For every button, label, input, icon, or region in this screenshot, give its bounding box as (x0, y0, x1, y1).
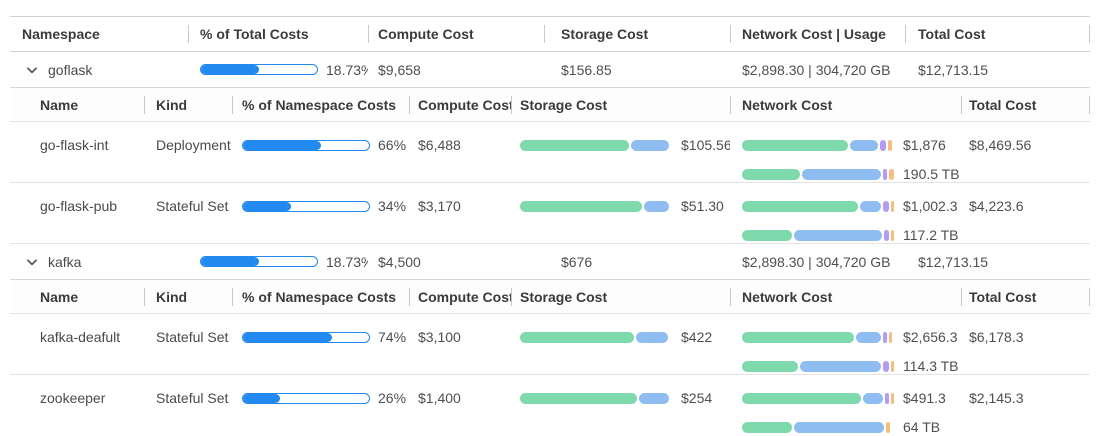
compute-cost-value: $3,170 (418, 198, 461, 214)
col-network-cost-usage: Network Cost | Usage (730, 17, 905, 51)
cost-table: Namespace % of Total Costs Compute Cost … (10, 16, 1090, 436)
network-cost-usage-value: $2,898.30 | 304,720 GB (742, 61, 891, 78)
storage-cost-value: $676 (561, 253, 593, 270)
workload-row[interactable]: zookeeper Stateful Set 26% $1,400 $254 $… (10, 375, 1090, 436)
col-pct-namespace-costs: % of Namespace Costs (232, 280, 409, 313)
storage-cost-value: $105.56 (681, 137, 730, 153)
storage-cost-bar (520, 392, 672, 404)
network-cost-bar (742, 200, 894, 212)
namespace-name: kafka (48, 253, 82, 270)
compute-cost-value: $9,658 (378, 61, 421, 78)
col-network-cost: Network Cost (730, 280, 961, 313)
namespace-row[interactable]: kafka 18.73% $4,500 $676 $2,898.30 | 304… (10, 244, 1090, 280)
total-cost-value: $12,713.15 (918, 61, 989, 78)
network-cost-usage-value: $2,898.30 | 304,720 GB (742, 253, 891, 270)
col-namespace: Namespace (22, 26, 100, 42)
compute-cost-value: $3,100 (418, 329, 461, 345)
total-cost-value: $4,223.6 (969, 198, 1024, 214)
workload-name: zookeeper (40, 390, 106, 406)
col-network-cost: Network Cost (730, 88, 961, 121)
network-cost-value: $491.3 (903, 390, 946, 406)
col-total-cost: Total Cost (961, 88, 1090, 121)
network-cost-value: $1,002.3 (903, 198, 958, 214)
network-cost-bar (742, 331, 894, 343)
col-name: Name (40, 96, 79, 113)
network-usage-bar (742, 421, 894, 433)
pct-namespace-bar (242, 200, 370, 212)
workload-kind: Stateful Set (156, 198, 229, 214)
workload-kind: Stateful Set (156, 329, 229, 345)
storage-cost-value: $254 (681, 390, 713, 406)
workload-row[interactable]: go-flask-int Deployment 66% $6,488 $105.… (10, 122, 1090, 183)
workload-header: Name Kind % of Namespace Costs Compute C… (10, 88, 1090, 122)
col-total-cost: Total Cost (905, 17, 1090, 51)
col-pct-total-costs: % of Total Costs (188, 17, 368, 51)
col-kind: Kind (144, 280, 232, 313)
pct-namespace-bar (242, 331, 370, 343)
network-cost-value: $2,656.3 (903, 329, 958, 345)
col-compute-cost: Compute Cost (368, 17, 544, 51)
col-storage-cost: Storage Cost (544, 17, 730, 51)
workload-row[interactable]: go-flask-pub Stateful Set 34% $3,170 $51… (10, 183, 1090, 244)
total-cost-value: $2,145.3 (969, 390, 1024, 406)
namespace-row[interactable]: goflask 18.73% $9,658 $156.85 $2,898.30 … (10, 52, 1090, 88)
pct-total-bar (200, 64, 318, 75)
workload-name: go-flask-int (40, 137, 109, 153)
workload-kind: Deployment (156, 137, 231, 153)
network-usage-value: 190.5 TB (903, 166, 960, 182)
pct-total-value: 18.73% (326, 61, 368, 78)
namespace-name: goflask (48, 61, 93, 78)
workload-row[interactable]: kafka-deafult Stateful Set 74% $3,100 $4… (10, 314, 1090, 375)
pct-namespace-value: 26% (378, 390, 407, 406)
total-cost-value: $6,178.3 (969, 329, 1024, 345)
col-pct-namespace-costs: % of Namespace Costs (232, 88, 409, 121)
network-usage-value: 64 TB (903, 419, 941, 435)
workload-header: Name Kind % of Namespace Costs Compute C… (10, 280, 1090, 314)
compute-cost-value: $4,500 (378, 253, 421, 270)
workload-kind: Stateful Set (156, 390, 229, 406)
workload-name: kafka-deafult (40, 329, 121, 345)
pct-namespace-value: 74% (378, 329, 407, 345)
pct-namespace-value: 34% (378, 198, 407, 214)
col-name: Name (40, 288, 79, 305)
pct-namespace-value: 66% (378, 137, 407, 153)
network-cost-bar (742, 139, 894, 151)
col-storage-cost: Storage Cost (511, 88, 730, 121)
storage-cost-bar (520, 200, 672, 212)
chevron-down-icon[interactable] (25, 255, 39, 269)
network-cost-value: $1,876 (903, 137, 946, 153)
network-usage-value: 117.2 TB (903, 227, 959, 243)
storage-cost-value: $51.30 (681, 198, 724, 214)
network-usage-bar (742, 360, 894, 372)
pct-total-bar (200, 256, 318, 267)
compute-cost-value: $6,488 (418, 137, 461, 153)
col-compute-cost: Compute Cost (409, 280, 511, 313)
network-usage-bar (742, 168, 894, 180)
network-usage-bar (742, 229, 894, 241)
table-header: Namespace % of Total Costs Compute Cost … (10, 16, 1090, 52)
network-usage-value: 114.3 TB (903, 358, 959, 374)
pct-total-value: 18.73% (326, 253, 368, 270)
col-storage-cost: Storage Cost (511, 280, 730, 313)
col-total-cost: Total Cost (961, 280, 1090, 313)
storage-cost-bar (520, 139, 672, 151)
chevron-down-icon[interactable] (25, 63, 39, 77)
namespace-group-goflask: goflask 18.73% $9,658 $156.85 $2,898.30 … (10, 52, 1090, 244)
pct-namespace-bar (242, 139, 370, 151)
pct-namespace-bar (242, 392, 370, 404)
storage-cost-bar (520, 331, 672, 343)
col-compute-cost: Compute Cost (409, 88, 511, 121)
workload-name: go-flask-pub (40, 198, 118, 214)
compute-cost-value: $1,400 (418, 390, 461, 406)
total-cost-value: $12,713.15 (918, 253, 989, 270)
namespace-group-kafka: kafka 18.73% $4,500 $676 $2,898.30 | 304… (10, 244, 1090, 436)
col-kind: Kind (144, 88, 232, 121)
storage-cost-value: $156.85 (561, 61, 612, 78)
total-cost-value: $8,469.56 (969, 137, 1032, 153)
storage-cost-value: $422 (681, 329, 713, 345)
network-cost-bar (742, 392, 894, 404)
